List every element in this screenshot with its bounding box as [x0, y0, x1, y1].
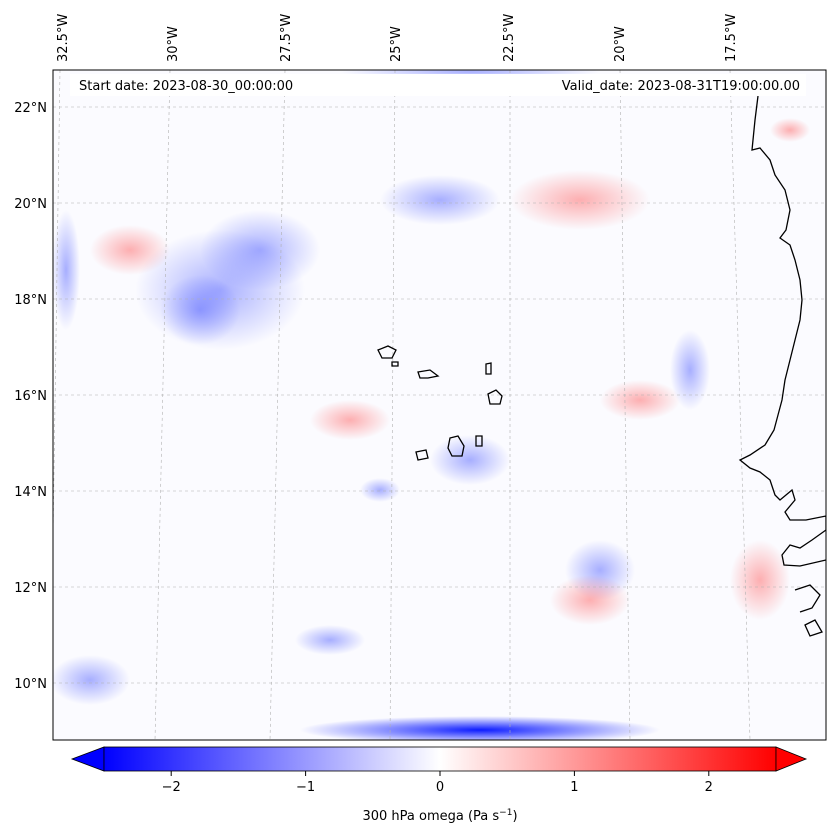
graticule [53, 70, 826, 740]
map-panel [53, 70, 826, 740]
lat-label: 12°N [14, 581, 47, 596]
lon-label: 32.5°W [56, 14, 71, 62]
colorbar-body [103, 746, 777, 772]
colorbar-label-sup: −1 [499, 808, 512, 818]
cape-verde-santo-antao [377, 345, 397, 359]
start-date-text: Start date: 2023-08-30_00:00:00 [79, 79, 293, 94]
lat-label: 16°N [14, 389, 47, 404]
lat-label: 10°N [14, 677, 47, 692]
cape-verde-sao-vicente [391, 361, 399, 367]
colorbar-max-extend [775, 746, 808, 772]
colorbar-tick-label: 0 [436, 780, 444, 795]
cape-verde-boa-vista [487, 389, 503, 405]
coastlines [377, 95, 826, 637]
colorbar-ticks: −2 −1 0 1 2 [162, 771, 713, 795]
header-box [70, 74, 806, 96]
colorbar-label-end: ) [512, 809, 517, 824]
colorbar-tick-label: 2 [705, 780, 713, 795]
colorbar-label-main: 300 hPa omega (Pa s [362, 809, 499, 824]
lat-label: 22°N [14, 101, 47, 116]
latitude-labels: 22°N 20°N 18°N 16°N 14°N 12°N 10°N [14, 101, 47, 692]
lon-label: 30°W [166, 26, 181, 62]
colorbar-tick-label: −1 [296, 780, 315, 795]
lat-label: 18°N [14, 293, 47, 308]
lon-label: 20°W [613, 26, 628, 62]
colorbar: −2 −1 0 1 2 300 hPa omega (Pa s−1) [70, 746, 808, 824]
colorbar-label: 300 hPa omega (Pa s−1) [362, 808, 517, 824]
cape-verde-fogo [415, 449, 429, 461]
lon-label: 25°W [389, 26, 404, 62]
colorbar-tick-label: −2 [162, 780, 181, 795]
valid-date-text: Valid_date: 2023-08-31T19:00:00.00 [562, 79, 800, 94]
map-frame [52, 69, 827, 741]
longitude-labels: 32.5°W 30°W 27.5°W 25°W 22.5°W 20°W 17.5… [56, 14, 739, 62]
cape-verde-maio [475, 435, 483, 447]
omega-field [53, 70, 810, 740]
colorbar-tick-label: 1 [570, 780, 578, 795]
lon-label: 17.5°W [724, 14, 739, 62]
cape-verde-santiago [447, 435, 465, 457]
cape-verde-sal [485, 362, 492, 375]
cape-verde-sao-nicolau [417, 369, 440, 379]
colorbar-min-extend [70, 746, 105, 772]
africa-coastline [738, 95, 826, 567]
lat-label: 14°N [14, 485, 47, 500]
lon-label: 27.5°W [279, 14, 294, 62]
lat-label: 20°N [14, 197, 47, 212]
lon-label: 22.5°W [502, 14, 517, 62]
